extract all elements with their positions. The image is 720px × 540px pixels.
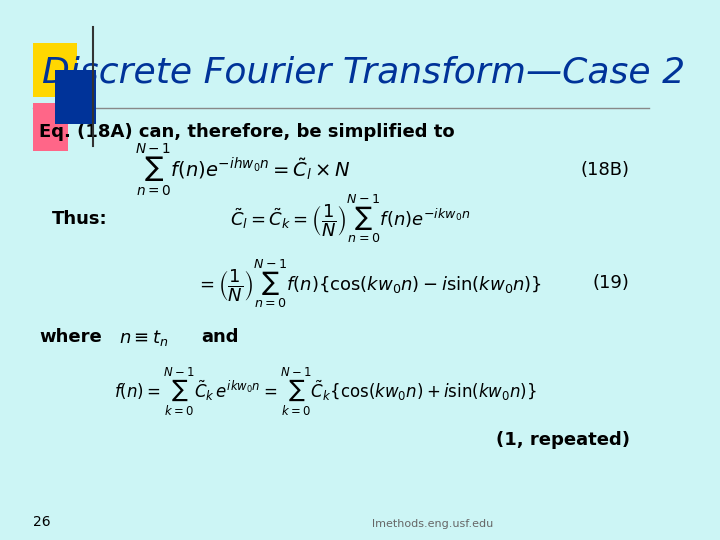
Text: $\sum_{n=0}^{N-1} f(n)e^{-ihw_0n} = \tilde{C}_l \times N$: $\sum_{n=0}^{N-1} f(n)e^{-ihw_0n} = \til…: [135, 142, 351, 198]
Text: and: and: [201, 328, 239, 347]
Text: (19): (19): [593, 274, 630, 293]
Text: (18B): (18B): [581, 161, 630, 179]
Text: Eq. (18A) can, therefore, be simplified to: Eq. (18A) can, therefore, be simplified …: [40, 123, 455, 141]
Text: lmethods.eng.usf.edu: lmethods.eng.usf.edu: [372, 519, 493, 529]
Text: $\tilde{C}_l = \tilde{C}_k = \left(\dfrac{1}{N}\right)\sum_{n=0}^{N-1} f(n)e^{-i: $\tilde{C}_l = \tilde{C}_k = \left(\dfra…: [230, 192, 470, 245]
Text: (1, repeated): (1, repeated): [496, 431, 630, 449]
Text: $n \equiv t_n$: $n \equiv t_n$: [119, 327, 168, 348]
Text: Discrete Fourier Transform—Case 2: Discrete Fourier Transform—Case 2: [42, 56, 685, 90]
Text: where: where: [40, 328, 102, 347]
Text: $= \left(\dfrac{1}{N}\right)\sum_{n=0}^{N-1} f(n)\left\{\cos(kw_0n) - i\sin(kw_0: $= \left(\dfrac{1}{N}\right)\sum_{n=0}^{…: [197, 257, 542, 310]
Text: $f(n) = \sum_{k=0}^{N-1}\tilde{C}_k\, e^{ikw_0n} = \sum_{k=0}^{N-1}\tilde{C}_k\l: $f(n) = \sum_{k=0}^{N-1}\tilde{C}_k\, e^…: [114, 366, 536, 417]
Text: Thus:: Thus:: [52, 210, 107, 228]
FancyBboxPatch shape: [33, 43, 77, 97]
FancyBboxPatch shape: [55, 70, 96, 124]
FancyBboxPatch shape: [33, 103, 68, 151]
Text: 26: 26: [33, 515, 50, 529]
